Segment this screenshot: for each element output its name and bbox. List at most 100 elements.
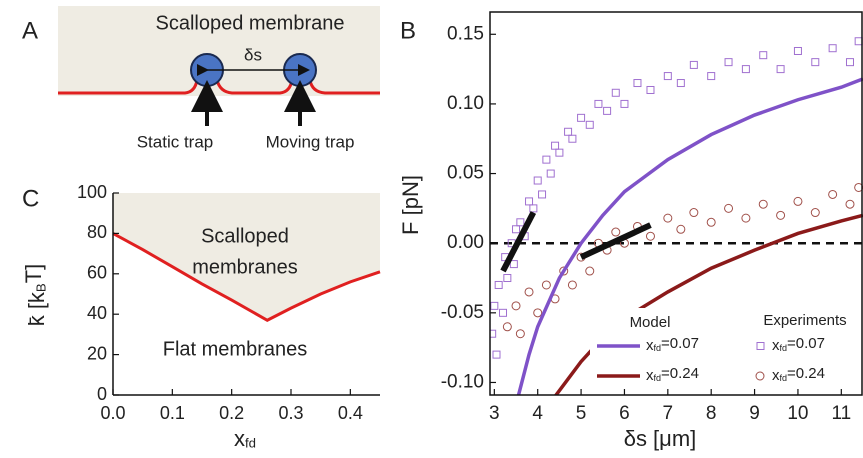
x-tick-label: 6 (619, 403, 630, 424)
point (828, 44, 837, 53)
chart: Model Experiments xfd=0.07 xfd=0.24 xfd=0.07… (398, 11, 863, 451)
legend-label: xfd=0.24 (646, 365, 699, 384)
point (603, 106, 612, 115)
x-tick-label: 9 (749, 403, 760, 424)
plot-area (112, 193, 381, 322)
panel-label: C (22, 185, 39, 212)
annotation: Flat membranes (163, 338, 308, 360)
point (490, 329, 497, 338)
x-tick-label: 5 (576, 403, 587, 424)
point (551, 141, 560, 150)
point (499, 308, 508, 317)
y-axis-label: k̄ [kBT] (21, 264, 49, 327)
legend-label: xfd=0.07 (772, 335, 825, 354)
x-tick-label: 3 (489, 403, 500, 424)
y-axis-label: F [pN] (398, 175, 423, 235)
y-tick-label: 0.10 (447, 93, 484, 114)
x-tick-label: 10 (787, 403, 808, 424)
point (533, 308, 543, 318)
point (611, 88, 620, 97)
y-tick-label: 0.00 (447, 232, 484, 253)
legend-title: Model (630, 314, 671, 331)
point (706, 217, 716, 227)
y-tick-label: 20 (87, 343, 107, 363)
point (538, 190, 547, 199)
point (524, 287, 534, 297)
y-tick-label: 0.15 (447, 23, 484, 44)
region-fill (113, 193, 380, 321)
point (490, 301, 499, 310)
point (689, 60, 698, 69)
point (810, 208, 820, 218)
point (494, 280, 503, 289)
y-tick-label: -0.05 (441, 302, 484, 323)
point (811, 58, 820, 67)
line (112, 232, 381, 322)
point (845, 58, 854, 67)
point (689, 208, 699, 218)
y-tick-label: 60 (87, 263, 107, 283)
point (793, 196, 803, 206)
point (502, 322, 512, 332)
x-axis-label: δs [μm] (624, 426, 697, 451)
point (546, 169, 555, 178)
point (512, 225, 521, 234)
point (559, 266, 569, 276)
x-tick-label: 0.1 (160, 403, 185, 423)
point (567, 280, 577, 290)
model-line (516, 77, 863, 395)
point (828, 189, 838, 199)
legend-label: xfd=0.07 (646, 335, 699, 354)
point (529, 204, 538, 213)
point (645, 231, 655, 241)
point (585, 120, 594, 129)
annotation: membranes (192, 256, 298, 278)
point (759, 51, 768, 60)
point (564, 127, 573, 136)
chart: Scalloped membranes Flat membranes 0.0 0.1 0.… (21, 182, 381, 451)
point (503, 274, 512, 283)
y-tick-label: 80 (87, 222, 107, 242)
point (509, 260, 518, 269)
trap-label: Static trap (137, 132, 214, 151)
x-tick-label: 0.3 (278, 403, 303, 423)
diagram-title: Scalloped membrane (156, 12, 345, 34)
legend-title: Experiments (763, 312, 846, 329)
point (676, 79, 685, 88)
point (776, 210, 786, 220)
point (516, 218, 525, 227)
slope-line (579, 222, 652, 260)
y-tick-label: 0.05 (447, 163, 484, 184)
point (776, 65, 785, 74)
point (585, 266, 595, 276)
x-tick-label: 0.4 (338, 403, 363, 423)
point (854, 37, 863, 46)
y-tick-label: 100 (77, 182, 107, 202)
x-tick-label: 7 (663, 403, 674, 424)
distance-label: δs (244, 45, 262, 64)
x-tick-label: 11 (831, 403, 851, 424)
y-tick-label: 0 (97, 384, 107, 404)
x-tick-label: 0.2 (219, 403, 244, 423)
point (541, 280, 551, 290)
point (676, 224, 686, 234)
annotation: Scalloped (201, 225, 289, 247)
y-tick-label: 40 (87, 303, 107, 323)
frame (489, 11, 863, 396)
legend-marker (756, 342, 765, 350)
point (515, 329, 525, 339)
point (568, 134, 577, 143)
point (663, 72, 672, 81)
legend-marker (755, 371, 765, 381)
point (633, 79, 642, 88)
point (646, 85, 655, 94)
point (758, 199, 768, 209)
y-tick-label: -0.10 (441, 371, 484, 392)
point (492, 350, 501, 359)
panel-label: B (400, 17, 416, 44)
point (594, 99, 603, 108)
point (741, 65, 750, 74)
point (724, 58, 733, 67)
point (741, 213, 751, 223)
